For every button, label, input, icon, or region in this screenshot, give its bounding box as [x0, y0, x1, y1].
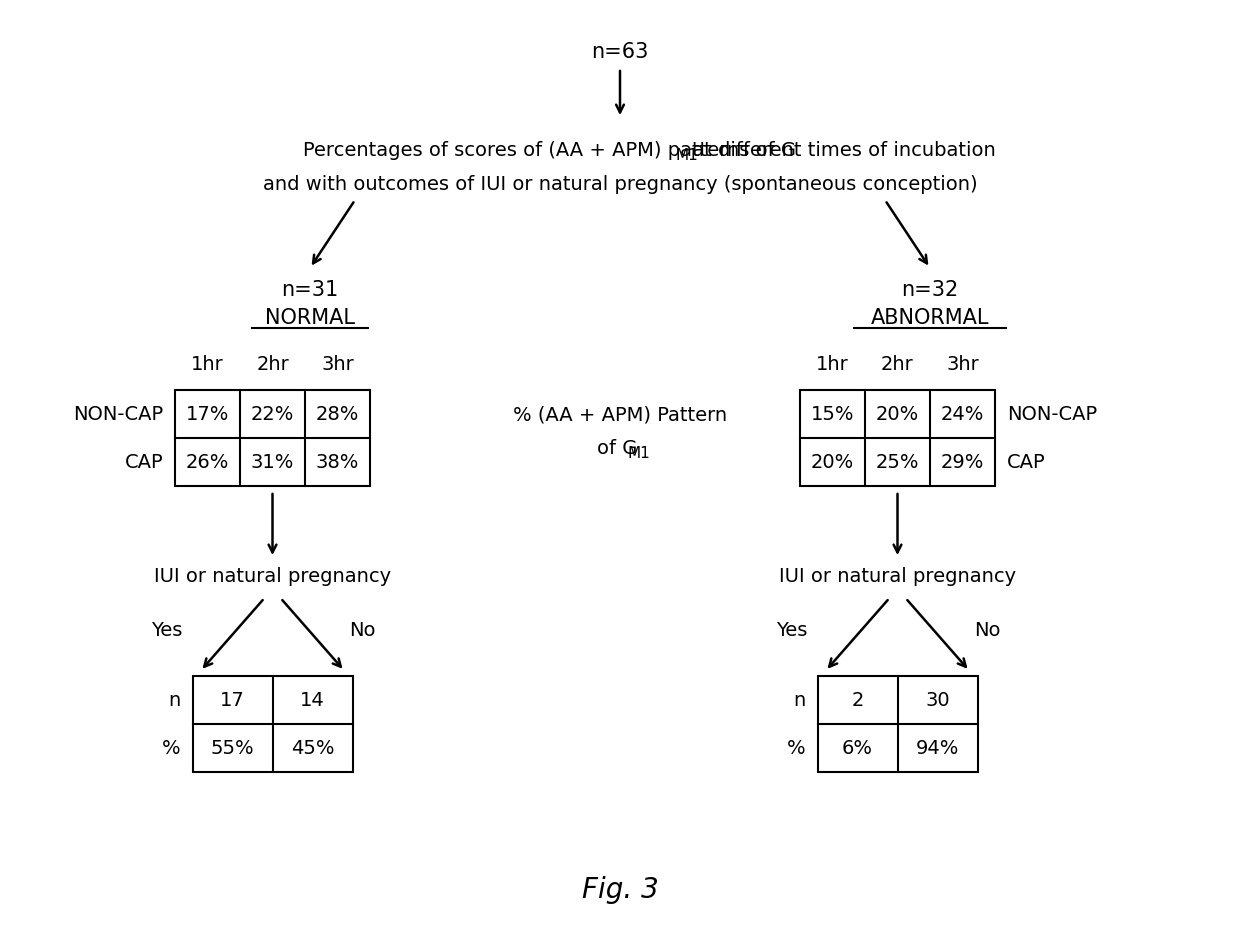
Text: 29%: 29% — [941, 453, 985, 472]
Text: Yes: Yes — [776, 621, 807, 640]
Text: Percentages of scores of (AA + APM) patterns of G at different times of incubati: Percentages of scores of (AA + APM) patt… — [218, 141, 1022, 159]
Text: n=63: n=63 — [591, 42, 649, 62]
Text: 15%: 15% — [811, 405, 854, 423]
Text: ABNORMAL: ABNORMAL — [870, 308, 990, 328]
Text: and with outcomes of IUI or natural pregnancy (spontaneous conception): and with outcomes of IUI or natural preg… — [263, 175, 977, 194]
Text: 30: 30 — [925, 690, 950, 709]
Text: 14: 14 — [300, 690, 325, 709]
Text: 1hr: 1hr — [816, 356, 849, 374]
Text: n: n — [169, 690, 181, 709]
Text: n=32: n=32 — [901, 280, 959, 300]
Bar — [192, 676, 352, 772]
Text: 3hr: 3hr — [946, 356, 978, 374]
Text: 31%: 31% — [250, 453, 294, 472]
Text: n: n — [794, 690, 806, 709]
Text: 55%: 55% — [211, 738, 254, 757]
Text: CAP: CAP — [124, 453, 162, 472]
Text: Yes: Yes — [151, 621, 182, 640]
Text: 45%: 45% — [290, 738, 335, 757]
Text: %: % — [787, 738, 806, 757]
Text: IUI or natural pregnancy: IUI or natural pregnancy — [779, 567, 1016, 586]
Text: NON-CAP: NON-CAP — [73, 405, 162, 423]
Text: 20%: 20% — [811, 453, 854, 472]
Text: of G: of G — [596, 438, 637, 457]
Text: 3hr: 3hr — [321, 356, 353, 374]
Text: 28%: 28% — [316, 405, 360, 423]
Text: 2: 2 — [852, 690, 864, 709]
Text: No: No — [350, 621, 376, 640]
Text: at different times of incubation: at different times of incubation — [686, 141, 996, 159]
Text: 38%: 38% — [316, 453, 360, 472]
Text: 20%: 20% — [875, 405, 919, 423]
Text: 2hr: 2hr — [257, 356, 289, 374]
Text: 22%: 22% — [250, 405, 294, 423]
Text: IUI or natural pregnancy: IUI or natural pregnancy — [154, 567, 391, 586]
Text: M1: M1 — [676, 147, 698, 162]
Text: 94%: 94% — [916, 738, 960, 757]
Bar — [817, 676, 977, 772]
Text: 17: 17 — [221, 690, 244, 709]
Text: No: No — [975, 621, 1001, 640]
Text: 25%: 25% — [875, 453, 919, 472]
Bar — [175, 390, 370, 486]
Text: 24%: 24% — [941, 405, 985, 423]
Text: 17%: 17% — [186, 405, 229, 423]
Text: 2hr: 2hr — [882, 356, 914, 374]
Text: NON-CAP: NON-CAP — [1007, 405, 1097, 423]
Text: Percentages of scores of (AA + APM) patterns of G: Percentages of scores of (AA + APM) patt… — [303, 141, 796, 159]
Text: %: % — [162, 738, 181, 757]
Text: NORMAL: NORMAL — [265, 308, 355, 328]
Text: 1hr: 1hr — [191, 356, 224, 374]
Text: 26%: 26% — [186, 453, 229, 472]
Text: Fig. 3: Fig. 3 — [582, 876, 658, 904]
Text: % (AA + APM) Pattern: % (AA + APM) Pattern — [513, 405, 727, 424]
Text: 6%: 6% — [842, 738, 873, 757]
Text: M1: M1 — [627, 445, 650, 460]
Text: n=31: n=31 — [281, 280, 339, 300]
Bar — [800, 390, 994, 486]
Text: CAP: CAP — [1007, 453, 1045, 472]
